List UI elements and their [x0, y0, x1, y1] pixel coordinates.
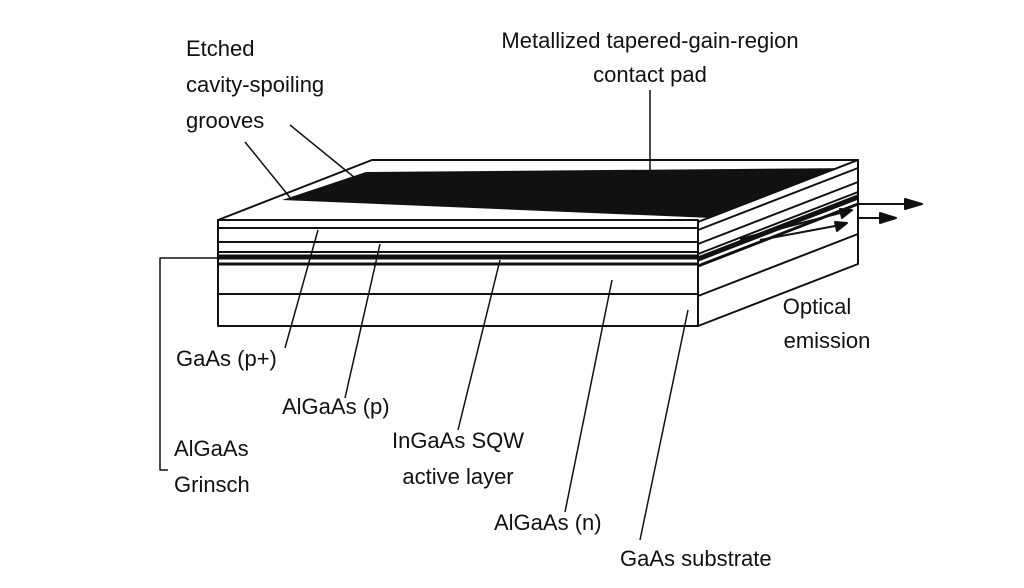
label-etched-line2: cavity-spoiling — [186, 72, 325, 97]
label-algaas-grinsch-line1: AlGaAs — [174, 436, 249, 461]
leader-lines — [159, 90, 689, 541]
label-gaas-p: GaAs (p+) — [176, 346, 277, 371]
chip-side-face — [697, 159, 859, 327]
chip-front-face — [217, 219, 699, 327]
label-optical-line1: Optical — [782, 294, 852, 319]
label-etched-line3: grooves — [186, 108, 265, 133]
label-optical-line2: emission — [783, 328, 871, 353]
optical-emission-arrows — [739, 198, 923, 241]
label-algaas-grinsch-line2: Grinsch — [174, 472, 250, 497]
tapered-contact-pad — [282, 168, 858, 218]
label-algaas-n: AlGaAs (n) — [494, 510, 602, 535]
label-gaas-substrate: GaAs substrate — [620, 546, 772, 571]
label-contact-line2: contact pad — [593, 62, 707, 87]
label-etched-line1: Etched — [186, 36, 255, 61]
label-contact-line1: Metallized tapered-gain-region — [501, 28, 799, 53]
label-algaas-p: AlGaAs (p) — [282, 394, 390, 419]
label-ingaas-line2: active layer — [402, 464, 514, 489]
label-ingaas-line1: InGaAs SQW — [391, 428, 525, 453]
